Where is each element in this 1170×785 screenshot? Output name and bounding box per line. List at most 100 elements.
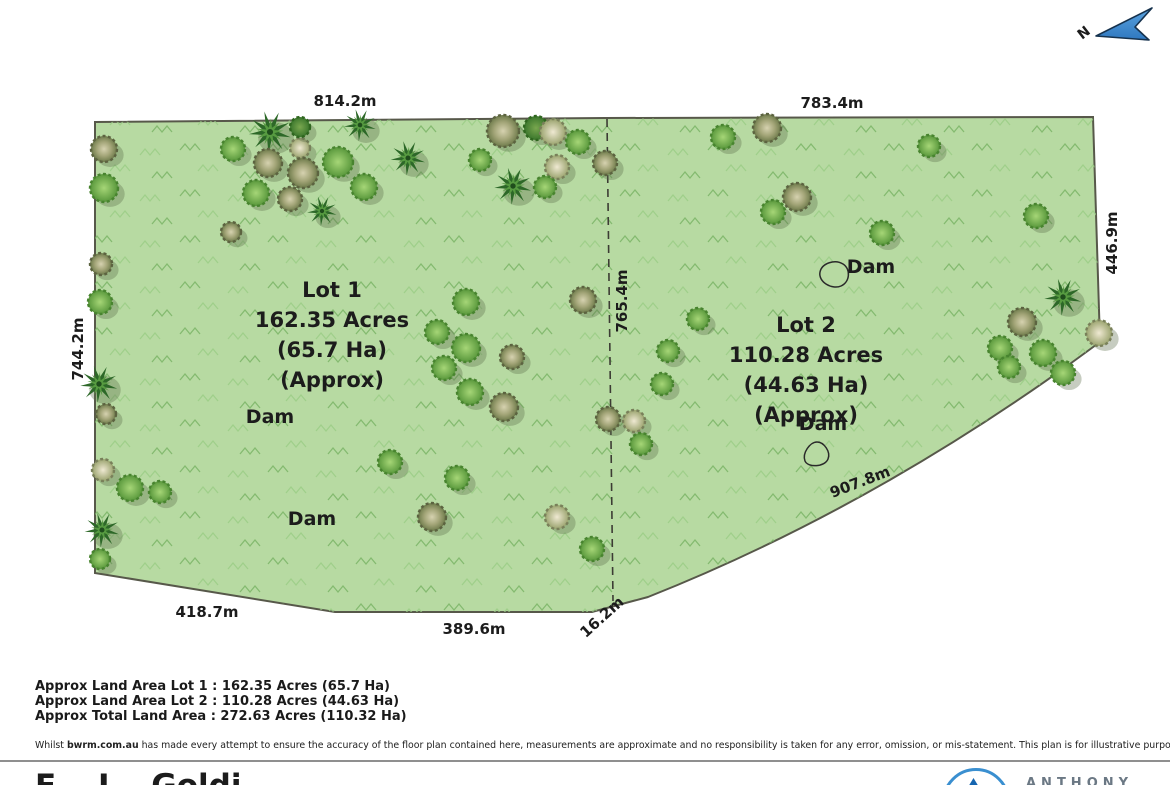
tree-icon [376, 448, 409, 480]
tree-icon [88, 172, 125, 207]
agency-logo-text: ANTHONY [1026, 776, 1134, 785]
tree-icon [868, 219, 901, 251]
disclaimer-text: Whilst bwrm.com.au has made every attemp… [35, 740, 1170, 751]
palm-tree-icon [343, 109, 380, 143]
tree-icon [538, 117, 573, 150]
tree-icon [485, 113, 526, 152]
tree-icon [451, 287, 486, 320]
tree-icon [86, 288, 119, 320]
bottom-title-bar: F… J… Goldi… ANTHONY [0, 760, 1170, 785]
tree-icon [578, 535, 611, 567]
tree-icon [88, 251, 119, 281]
tree-icon [288, 115, 317, 143]
tree-icon [443, 464, 476, 496]
tree-icon [655, 338, 686, 368]
lot1-label: Lot 1 162.35 Acres (65.7 Ha) (Approx) [255, 275, 409, 395]
north-arrow-icon: N [1075, 7, 1153, 43]
tree-icon [90, 457, 121, 487]
measurement-bottom-edge: 389.6m [442, 620, 506, 638]
site-plan-drawing: N [80, 7, 1153, 613]
palm-tree-icon [80, 365, 121, 404]
tree-icon [321, 145, 360, 182]
disclaimer-brand: bwrm.com.au [66, 740, 139, 751]
measurement-top-right-edge: 783.4m [800, 94, 864, 112]
tree-icon [564, 128, 597, 160]
tree-icon [986, 334, 1019, 366]
tree-icon [467, 147, 498, 177]
tree-icon [488, 391, 525, 426]
disclaimer-rest: has made every attempt to ensure the acc… [138, 740, 1170, 751]
dam-label-lot1-upper: Dam [245, 406, 295, 428]
palm-tree-icon [84, 513, 123, 549]
measurement-divider: 765.4m [613, 269, 631, 333]
tree-icon [349, 172, 384, 205]
grass-texture [95, 117, 1100, 612]
tree-icon [649, 371, 680, 401]
tree-icon [219, 135, 252, 167]
palm-tree-icon [1044, 278, 1085, 317]
tree-icon [781, 181, 818, 216]
tree-icon [1084, 318, 1119, 351]
measurement-right-edge: 446.9m [1103, 211, 1121, 275]
tree-icon [568, 285, 603, 318]
palm-tree-icon [494, 167, 535, 206]
tree-icon [1022, 202, 1055, 234]
lot2-label: Lot 2 110.28 Acres (44.63 Ha) (Approx) [729, 310, 883, 430]
tree-icon [628, 431, 659, 461]
disclaimer-prefix: Whilst [35, 740, 67, 751]
tree-icon [241, 178, 276, 211]
tree-icon [147, 479, 178, 509]
tree-icon [916, 133, 947, 163]
tree-icon [430, 354, 463, 386]
tree-icon [996, 354, 1027, 384]
tree-icon [416, 501, 453, 536]
tree-icon [1049, 359, 1082, 391]
tree-icon [751, 112, 788, 147]
tree-icon [543, 153, 576, 185]
tree-icon [94, 402, 123, 430]
area-summary-lot2: Approx Land Area Lot 2 : 110.28 Acres (4… [35, 694, 400, 709]
tree-icon [532, 174, 563, 204]
dam-label-lot2-upper: Dam [846, 256, 896, 278]
palm-tree-icon [307, 196, 341, 229]
tree-icon [709, 123, 742, 155]
lot1-acres: 162.35 Acres [254, 308, 410, 332]
agency-logo-mark-icon [968, 778, 979, 785]
tree-icon [455, 377, 490, 410]
tree-icon [252, 147, 289, 182]
lot-divider-dashed-line [606, 118, 614, 602]
property-title: F… J… Goldi… [35, 771, 272, 785]
tree-icon [89, 134, 124, 167]
dam-outline-lot2-lower [803, 441, 830, 467]
tree-icon [591, 149, 624, 181]
tree-icon [450, 332, 487, 367]
tree-icon [88, 547, 117, 575]
palm-tree-icon [390, 141, 429, 177]
tree-icon [276, 185, 309, 217]
lot2-approx: (Approx) [754, 403, 858, 427]
tree-icon [759, 198, 792, 230]
lot1-approx: (Approx) [280, 368, 384, 392]
palm-tree-icon [248, 111, 294, 154]
area-summary-lot1: Approx Land Area Lot 1 : 162.35 Acres (6… [35, 679, 390, 694]
area-summary-total: Approx Total Land Area : 272.63 Acres (1… [35, 709, 407, 724]
measurement-top-left-edge: 814.2m [313, 92, 377, 110]
lot1-name: Lot 1 [302, 278, 362, 302]
tree-icon [498, 343, 531, 375]
dam-outline-lot2-upper [819, 261, 850, 288]
tree-icon [685, 306, 716, 336]
tree-icon [423, 318, 456, 350]
lot1-hectares: (65.7 Ha) [276, 338, 388, 362]
lot2-acres: 110.28 Acres [728, 343, 884, 367]
measurement-left-edge: 744.2m [69, 317, 87, 381]
dam-label-lot1-lower: Dam [287, 508, 337, 530]
tree-icon [115, 473, 150, 506]
tree-icon [543, 503, 576, 535]
tree-icon [286, 156, 325, 193]
dam-label-lot2-lower: Dam [798, 413, 848, 435]
trees-layer [80, 109, 1119, 575]
north-label: N [1075, 23, 1094, 43]
tree-icon [219, 220, 248, 248]
lot2-hectares: (44.63 Ha) [743, 373, 869, 397]
